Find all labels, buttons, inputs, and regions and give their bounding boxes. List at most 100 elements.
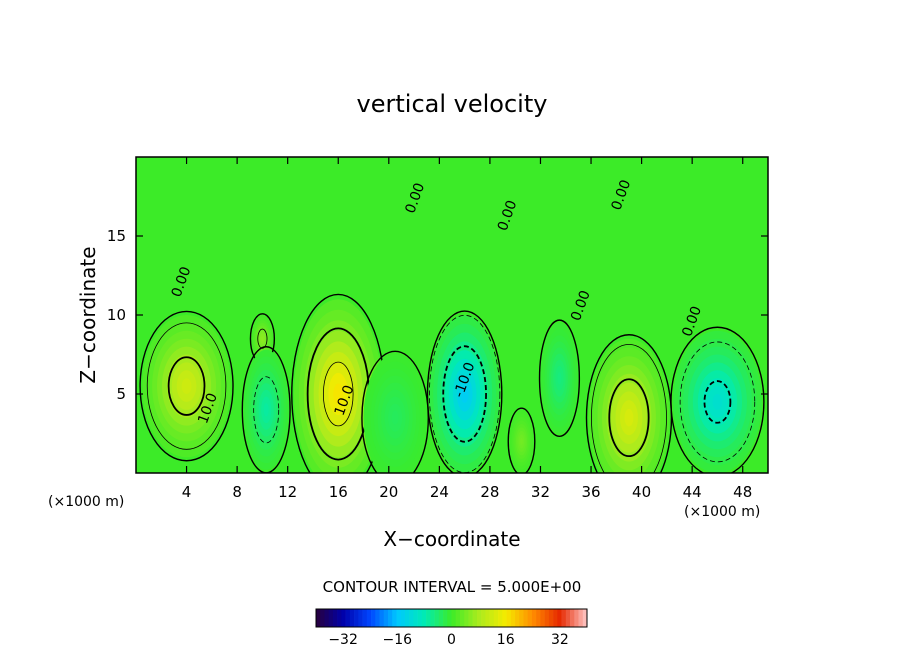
cell-band [624,408,634,427]
colorbar-swatch [519,609,524,627]
contour-line [257,328,268,349]
colorbar-swatch [354,609,359,627]
colorbar-swatch [413,609,418,627]
y-tick-label: 10 [107,306,126,324]
colorbar-swatch [345,609,351,627]
contour-line [253,376,280,444]
velocity-cell [538,319,581,437]
colorbar-swatch [561,609,567,627]
colorbar-swatch [578,609,584,627]
x-tick-label: 16 [329,483,348,501]
y-tick-label: 5 [116,385,126,403]
colorbar-swatch [379,609,385,627]
colorbar-swatch [531,609,537,627]
zero-contour [670,326,765,473]
colorbar-swatch [536,609,541,627]
colorbar-swatch [366,609,372,627]
x-tick-label: 24 [430,483,449,501]
colorbar-swatch [527,609,533,627]
colorbar-swatch [515,609,520,627]
colorbar-swatch [510,609,516,627]
colorbar-swatch [489,609,495,627]
colorbar-swatch [371,609,376,627]
velocity-cell [139,310,234,462]
cell-band [520,437,523,445]
x-tick-label: 20 [379,483,398,501]
y-axis-ticks: 5 10 15 [107,227,768,403]
colorbar-swatch [540,609,545,627]
colorbar-swatch [455,609,461,627]
colorbar-swatch [341,609,346,627]
y-axis-units: (×1000 m) [48,494,124,510]
colorbar-swatch [404,609,410,627]
velocity-cell [585,334,673,473]
colorbar-swatch [553,609,558,627]
zero-contour [139,310,234,462]
colorbar-tick-label: 16 [497,632,515,648]
colorbar-swatch [375,609,380,627]
colorbar-swatch [316,609,321,627]
contour-line [146,322,227,450]
x-tick-label: 28 [480,483,499,501]
x-tick-label: 44 [683,483,702,501]
colorbar-swatch [358,609,363,627]
colorbar-swatch [485,609,490,627]
velocity-cell [291,293,386,473]
zero-contour [507,407,536,473]
colorbar-swatch [451,609,457,627]
x-tick-label: 12 [278,483,297,501]
contour-line [703,380,732,424]
colorbar-swatch [565,609,571,627]
x-axis-ticks: 4 8 12 16 20 24 28 32 36 40 44 48 [182,157,752,501]
colorbar-swatch [570,609,575,627]
colorbar-swatch [548,609,554,627]
colorbar-swatch [332,609,338,627]
contour-line [442,345,487,443]
colorbar-swatch [493,609,499,627]
colorbar-tick-label: −16 [383,632,413,648]
cell-band [263,403,269,417]
colorbar-swatch [362,609,368,627]
colorbar-ticks: −32 −16 0 16 32 [328,632,568,648]
x-tick-label: 4 [182,483,192,501]
x-axis-units: (×1000 m) [684,504,760,520]
colorbar-swatch [320,609,325,627]
colorbar-swatch [472,609,478,627]
colorbar-swatch [349,609,355,627]
colorbar-swatch [438,609,444,627]
colorbar-swatch [426,609,431,627]
colorbar-swatch [574,609,579,627]
x-tick-label: 40 [632,483,651,501]
colorbar-swatch [544,609,550,627]
colorbar-swatch [434,609,440,627]
x-tick-label: 48 [733,483,752,501]
x-tick-label: 32 [531,483,550,501]
cell-band [391,410,399,425]
velocity-cell [361,350,429,473]
colorbar-swatch [506,609,512,627]
colorbar-swatch [447,609,452,627]
velocity-cell [507,407,536,473]
cell-band [181,378,192,394]
x-tick-label: 8 [232,483,242,501]
colorbar-swatch [417,609,423,627]
plot-area [136,157,768,473]
colorbar-swatch [383,609,389,627]
colorbar-swatch [523,609,529,627]
colorbar-swatch [324,609,330,627]
contour-line [591,343,667,473]
cell-band [712,394,723,410]
colorbar-swatch [421,609,427,627]
colorbar-swatch [468,609,473,627]
zero-contour [426,310,503,473]
chart-title: vertical velocity [357,90,548,118]
colorbar-swatch [409,609,414,627]
colorbar-tick-label: 32 [551,632,569,648]
x-axis-label: X−coordinate [383,527,520,551]
cell-band [557,372,562,385]
colorbar-frame [315,608,588,628]
colorbar-swatch [337,609,342,627]
velocity-cell [670,326,765,473]
contour-interval-note: CONTOUR INTERVAL = 5.000E+00 [323,578,582,596]
